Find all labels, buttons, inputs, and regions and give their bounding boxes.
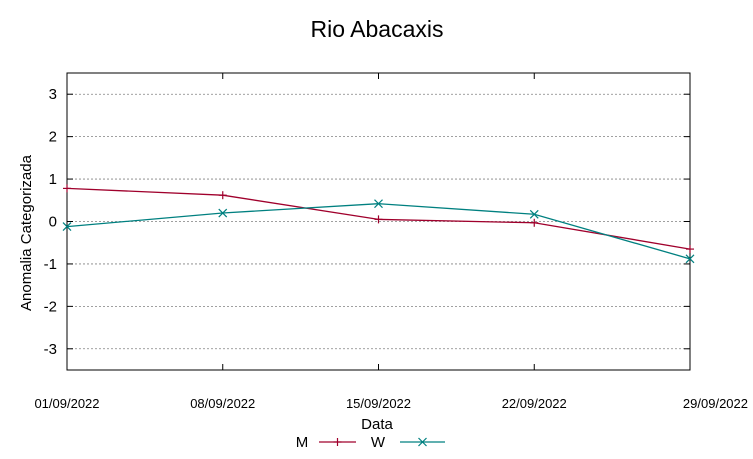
y-axis: -3 -2 -1 0 1 2 3 [44, 86, 690, 358]
y-tick-label: 2 [49, 129, 57, 146]
data-point-w [685, 254, 695, 264]
y-tick-label: -1 [44, 256, 57, 273]
series-layer [62, 184, 695, 264]
legend-label-w: W [371, 434, 386, 451]
legend-marker-m [333, 438, 342, 446]
data-point-m [374, 215, 383, 224]
y-tick-label: 3 [49, 86, 57, 103]
data-point-w [62, 222, 72, 232]
x-tick-label: 29/09/2022 [683, 396, 748, 411]
data-point-m [530, 218, 539, 227]
y-tick-label: 1 [49, 171, 57, 188]
data-point-m [686, 245, 694, 254]
x-tick-label: 01/09/2022 [34, 396, 99, 411]
x-axis: 01/09/2022 08/09/2022 15/09/2022 22/09/2022… [34, 73, 748, 411]
legend-label-m: M [296, 434, 309, 451]
chart-title: Rio Abacaxis [311, 16, 444, 42]
x-axis-label: Data [361, 416, 393, 433]
data-point-m [63, 184, 71, 193]
y-tick-label: 0 [49, 214, 57, 231]
series-line-w [66, 203, 691, 260]
y-tick-label: -2 [44, 298, 57, 315]
y-axis-label: Anomalia Categorizada [18, 154, 35, 311]
x-tick-label: 08/09/2022 [190, 396, 255, 411]
legend-marker-w [418, 437, 427, 447]
data-point-w [374, 199, 383, 209]
x-tick-label: 22/09/2022 [502, 396, 567, 411]
data-point-w [529, 209, 539, 219]
x-tick-label: 15/09/2022 [346, 396, 411, 411]
data-point-m [218, 191, 227, 200]
y-tick-label: -3 [44, 341, 57, 358]
data-point-w [218, 208, 228, 218]
